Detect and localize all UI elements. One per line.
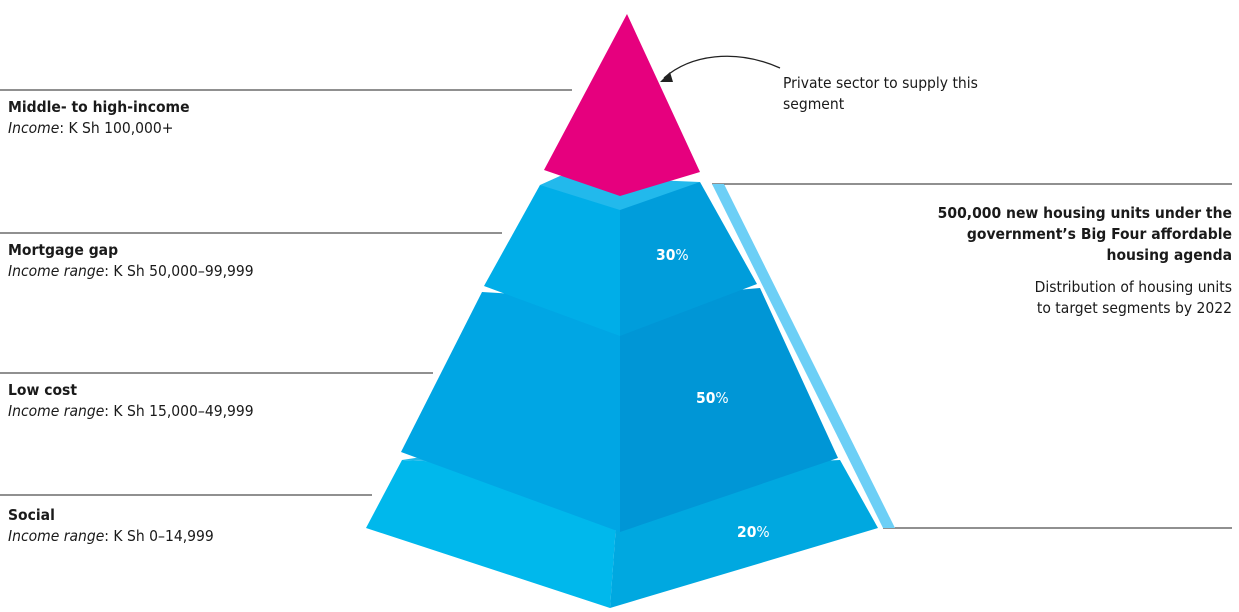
segment-title: Low cost — [8, 381, 78, 399]
income-value: : K Sh 15,000–49,999 — [104, 402, 254, 420]
income-value: : K Sh 0–14,999 — [104, 527, 214, 545]
tier-low-cost-left — [401, 292, 620, 532]
income-label: Income — [8, 119, 60, 137]
segment-income: Income: K Sh 100,000+ — [8, 118, 190, 139]
tier-label-30: 30% — [656, 245, 689, 265]
tier-mortgage-gap-left — [484, 185, 620, 336]
segment-title: Mortgage gap — [8, 241, 119, 259]
income-value: : K Sh 50,000–99,999 — [104, 262, 254, 280]
segment-mortgage-gap: Mortgage gap Income range: K Sh 50,000–9… — [8, 240, 254, 282]
agenda-subtitle: Distribution of housing units to target … — [1034, 278, 1232, 317]
agenda-bracket-bar — [712, 184, 895, 528]
income-label: Income range — [8, 262, 105, 280]
tier-low-cost-right — [620, 288, 838, 532]
segment-social: Social Income range: K Sh 0–14,999 — [8, 505, 214, 547]
segment-middle-high: Middle- to high-income Income: K Sh 100,… — [8, 97, 190, 139]
private-sector-callout: Private sector to supply this segment — [783, 74, 978, 113]
tier-unit: % — [675, 246, 689, 264]
income-value: : K Sh 100,000+ — [59, 119, 174, 137]
tier-unit: % — [715, 389, 729, 407]
segment-income: Income range: K Sh 0–14,999 — [8, 526, 214, 547]
tier-label-20: 20% — [737, 522, 770, 542]
segment-title: Social — [8, 506, 55, 524]
segment-title: Middle- to high-income — [8, 98, 190, 116]
segment-income: Income range: K Sh 50,000–99,999 — [8, 261, 254, 282]
tier-mortgage-gap-right — [620, 182, 757, 336]
tier-unit: % — [756, 523, 770, 541]
apex-middle-high — [544, 14, 700, 196]
agenda-block: 500,000 new housing units under the gove… — [902, 203, 1232, 319]
agenda-title: 500,000 new housing units under the gove… — [937, 204, 1232, 264]
segment-income: Income range: K Sh 15,000–49,999 — [8, 401, 254, 422]
tier-value: 50 — [696, 389, 716, 407]
tier-label-50: 50% — [696, 388, 729, 408]
income-label: Income range — [8, 527, 105, 545]
callout-arrow-line — [663, 55, 781, 79]
tier-value: 30 — [656, 246, 676, 264]
segment-low-cost: Low cost Income range: K Sh 15,000–49,99… — [8, 380, 254, 422]
callout-arrow-head — [660, 72, 673, 82]
tier-value: 20 — [737, 523, 757, 541]
income-label: Income range — [8, 402, 105, 420]
